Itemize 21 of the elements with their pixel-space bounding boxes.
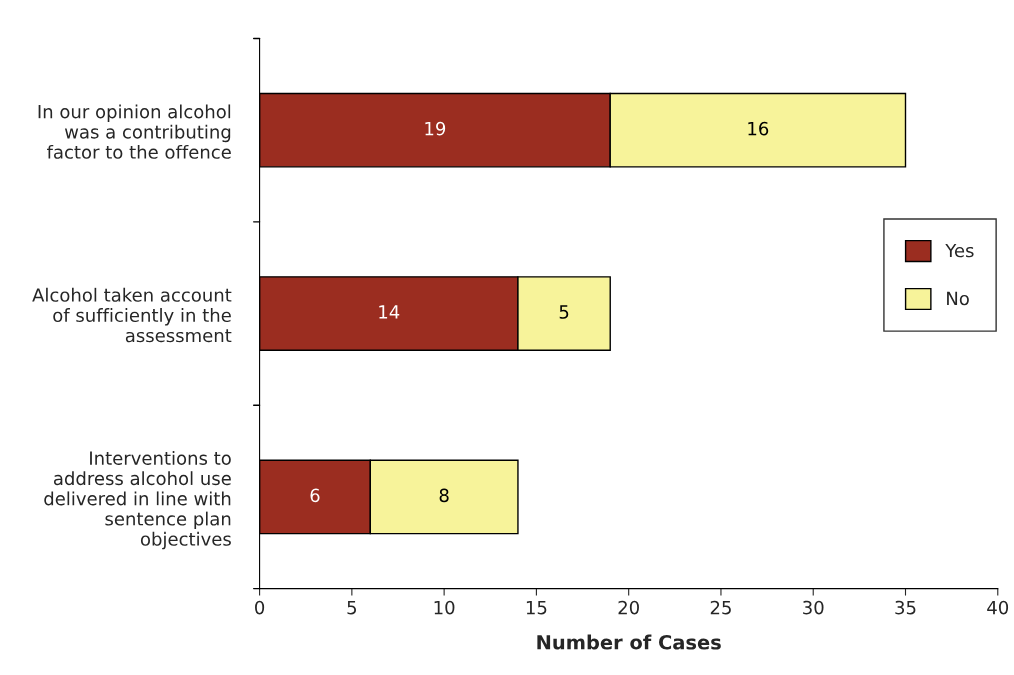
x-tick-label: 10 — [434, 600, 455, 615]
x-tick-label: 40 — [987, 600, 1009, 615]
x-tick-label: 30 — [803, 600, 824, 615]
x-tick-label: 20 — [618, 600, 639, 615]
data-label: 5 — [559, 305, 569, 319]
x-tick-label: 25 — [710, 600, 731, 615]
legend-label: No — [947, 291, 969, 306]
data-label: 16 — [748, 121, 769, 136]
data-label: 6 — [310, 488, 320, 503]
data-label: 14 — [379, 305, 400, 319]
x-tick-label: 35 — [895, 600, 916, 615]
x-axis-title: Number of Cases — [537, 634, 721, 650]
y-tick-label: Alcohol taken account of sufficiently in the assessment — [32, 287, 232, 343]
x-tick-label: 0 — [255, 600, 265, 615]
y-tick-label: In our opinion alcohol was a contributing factor to the offence — [38, 104, 231, 159]
y-tick-label: Interventions to address alcohol use delivered in line with sentence plan objectives — [44, 450, 231, 550]
data-label: 19 — [425, 121, 446, 136]
x-tick-label: 15 — [526, 600, 547, 615]
legend-label: Yes — [945, 243, 974, 258]
data-label: 8 — [439, 488, 449, 503]
x-tick-label: 5 — [347, 600, 357, 615]
